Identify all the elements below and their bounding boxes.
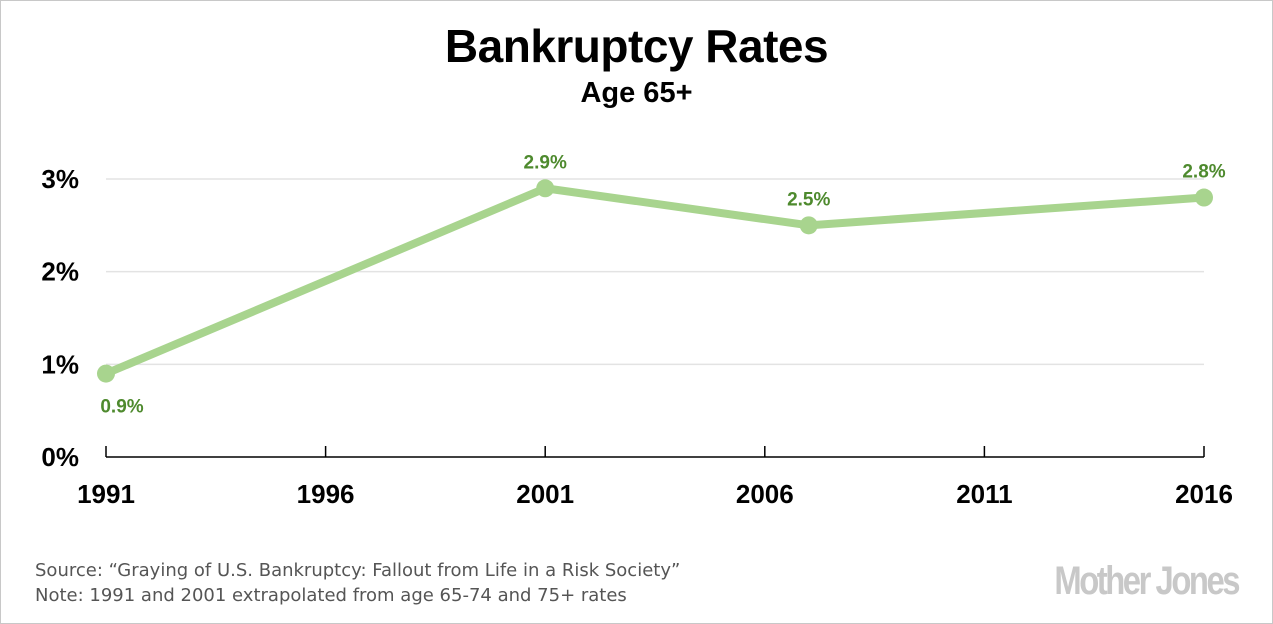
data-label: 2.9%: [524, 152, 567, 173]
data-label: 0.9%: [100, 397, 143, 418]
x-tick-label: 2006: [736, 479, 794, 509]
data-point: [536, 179, 555, 198]
data-label: 2.5%: [787, 189, 830, 210]
data-point: [97, 364, 115, 383]
x-tick-label: 1996: [297, 479, 355, 509]
x-tick-label: 2016: [1175, 479, 1233, 509]
data-point: [1195, 188, 1213, 207]
series-line: [104, 184, 1205, 378]
x-tick-label: 1991: [77, 479, 135, 509]
data-label: 2.8%: [1182, 162, 1225, 183]
x-tick-label: 2011: [956, 479, 1012, 509]
y-tick-label: 0%: [41, 442, 79, 472]
mother-jones-logo: Mother Jones: [1054, 559, 1240, 603]
chart-subtitle: Age 65+: [580, 77, 693, 109]
footer-notes: Source: “Graying of U.S. Bankruptcy: Fal…: [35, 558, 680, 608]
y-tick-label: 3%: [41, 164, 79, 194]
y-tick-label: 1%: [41, 349, 79, 379]
chart-title: Bankruptcy Rates: [444, 20, 829, 72]
data-point: [799, 216, 818, 235]
y-tick-label: 2%: [41, 257, 79, 287]
x-tick-label: 2001: [516, 479, 574, 509]
source-text: Source: “Graying of U.S. Bankruptcy: Fal…: [35, 560, 681, 581]
note-text: Note: 1991 and 2001 extrapolated from ag…: [35, 585, 627, 606]
